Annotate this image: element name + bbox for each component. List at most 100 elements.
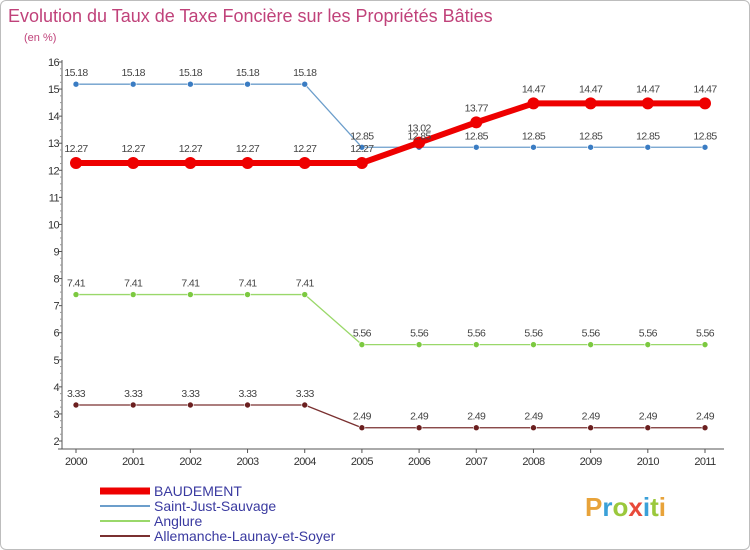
data-point (184, 156, 197, 169)
series-line-allemanche-launay-et-soyer (76, 404, 705, 429)
y-tick-label: 13 (48, 138, 60, 150)
data-label: 5.56 (696, 328, 715, 340)
data-label: 7.41 (296, 278, 315, 290)
data-point (244, 80, 251, 88)
data-label: 14.47 (522, 83, 546, 95)
x-tick-label: 2004 (294, 456, 317, 468)
x-tick-label: 2002 (179, 456, 202, 468)
data-label: 2.49 (410, 411, 429, 423)
data-label: 5.56 (467, 328, 486, 340)
data-point (415, 341, 423, 348)
data-label: 3.33 (239, 388, 258, 400)
data-point (644, 143, 652, 151)
y-tick-label: 6 (53, 328, 59, 340)
logo-letter: i (643, 492, 650, 522)
data-label: 14.47 (636, 83, 660, 95)
data-label: 15.18 (122, 67, 146, 79)
data-point (472, 424, 480, 432)
data-point (413, 136, 426, 149)
data-point (641, 97, 654, 110)
data-point (129, 401, 137, 409)
data-label: 7.41 (239, 278, 258, 290)
logo-letter: i (659, 492, 666, 522)
x-tick-label: 2009 (580, 456, 603, 468)
logo-letter: t (650, 492, 659, 522)
data-label: 5.56 (410, 328, 429, 340)
y-tick-label: 2 (53, 436, 59, 448)
data-point (127, 156, 140, 169)
x-tick-label: 2010 (637, 456, 660, 468)
data-point (129, 291, 137, 298)
y-tick-label: 11 (49, 192, 60, 204)
data-point (644, 341, 652, 348)
data-point (301, 291, 309, 298)
y-tick-label: 9 (53, 247, 59, 259)
legend-label: BAUDEMENT (154, 483, 242, 499)
y-tick-label: 8 (53, 274, 59, 286)
data-label: 2.49 (467, 411, 486, 423)
y-tick-label: 16 (48, 57, 60, 69)
y-tick-label: 7 (53, 301, 59, 313)
data-label: 15.18 (64, 67, 88, 79)
data-label: 2.49 (353, 411, 372, 423)
data-point (415, 424, 423, 432)
data-point (699, 97, 711, 110)
data-label: 13.02 (407, 123, 431, 135)
data-point (72, 80, 80, 88)
logo-letter: P (585, 492, 602, 522)
y-tick-label: 4 (53, 382, 59, 394)
data-label: 7.41 (67, 278, 86, 290)
data-point (187, 80, 194, 88)
data-point (530, 143, 537, 151)
logo-letter: x (628, 492, 643, 522)
data-label: 12.85 (350, 130, 374, 142)
data-label: 5.56 (353, 328, 372, 340)
data-point (701, 143, 709, 151)
data-label: 14.47 (693, 83, 717, 95)
data-point (301, 80, 309, 88)
data-label: 3.33 (124, 388, 143, 400)
data-label: 12.27 (236, 143, 260, 155)
data-point (527, 97, 540, 110)
data-label: 5.56 (524, 328, 543, 340)
data-label: 12.85 (522, 130, 546, 142)
chart-title: Evolution du Taux de Taxe Foncière sur l… (8, 6, 493, 26)
data-label: 5.56 (582, 328, 601, 340)
data-label: 12.85 (693, 130, 717, 142)
data-point (530, 341, 537, 348)
data-label: 12.85 (636, 130, 660, 142)
series-line-baudement (76, 100, 705, 166)
data-label: 3.33 (296, 388, 315, 400)
y-tick-label: 12 (48, 165, 60, 177)
data-point (587, 424, 594, 432)
data-label: 7.41 (124, 278, 143, 290)
data-label: 15.18 (293, 67, 317, 79)
data-label: 15.18 (236, 67, 260, 79)
data-point (298, 156, 311, 169)
x-tick-label: 2011 (694, 456, 716, 468)
data-point (72, 291, 80, 298)
data-point (584, 97, 597, 110)
x-tick-label: 2007 (465, 456, 488, 468)
y-tick-label: 3 (53, 409, 59, 421)
data-point (301, 401, 309, 409)
legend-label: Anglure (154, 513, 202, 529)
data-point (644, 424, 652, 432)
data-label: 12.85 (465, 130, 489, 142)
data-label: 7.41 (181, 278, 200, 290)
data-label: 2.49 (639, 411, 658, 423)
data-label: 12.85 (579, 130, 603, 142)
y-tick-label: 5 (53, 355, 59, 367)
data-label: 14.47 (579, 83, 603, 95)
data-point (470, 116, 483, 129)
data-point (70, 156, 82, 169)
data-point (129, 80, 137, 88)
y-tick-label: 10 (48, 219, 60, 231)
data-label: 2.49 (582, 411, 601, 423)
data-labels: 15.18 15.18 15.18 15.18 15.18 12.85 12.85 12.85… (64, 67, 718, 423)
logo-letter: o (612, 492, 628, 522)
data-label: 12.27 (64, 143, 88, 155)
x-tick-label: 2006 (408, 456, 431, 468)
